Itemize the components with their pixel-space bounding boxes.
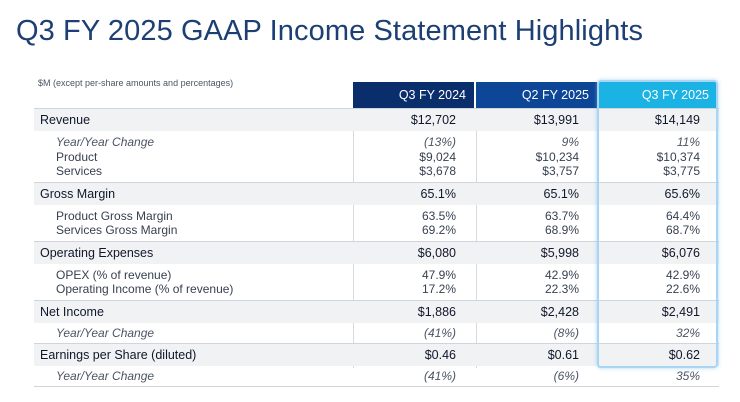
cell-value: 42.9% bbox=[544, 267, 579, 282]
cell-value: 22.3% bbox=[544, 282, 579, 296]
cell-value: (41%) bbox=[423, 325, 456, 340]
cell-value: $2,428 bbox=[540, 304, 579, 319]
cell-value: $3,775 bbox=[663, 164, 700, 178]
row-label: OPEX (% of revenue) bbox=[56, 267, 172, 282]
cell-value: 42.9% bbox=[665, 267, 700, 282]
income-statement-table: $M (except per-share amounts and percent… bbox=[34, 78, 719, 387]
table-header: $M (except per-share amounts and percent… bbox=[34, 78, 719, 108]
cell-value: $1,886 bbox=[417, 304, 456, 319]
opex-section: Operating Expenses $6,080 $5,998 $6,076 … bbox=[34, 240, 719, 300]
eps-row: Earnings per Share (diluted) $0.46 $0.61… bbox=[34, 343, 719, 366]
net-income-row: Net Income $1,886 $2,428 $2,491 bbox=[34, 300, 719, 323]
revenue-row: Revenue $12,702 $13,991 $14,149 bbox=[34, 109, 719, 131]
cell-value: $6,080 bbox=[417, 245, 456, 260]
row-label: Year/Year Change bbox=[56, 368, 155, 383]
column-header-q3-fy2025: Q3 FY 2025 bbox=[599, 82, 717, 108]
cell-value: 65.1% bbox=[543, 186, 579, 201]
cell-value: $13,991 bbox=[533, 113, 579, 127]
cell-value: 68.9% bbox=[544, 223, 579, 237]
page-title: Q3 FY 2025 GAAP Income Statement Highlig… bbox=[16, 15, 644, 47]
cell-value: $2,491 bbox=[661, 304, 700, 319]
column-header-q3-fy2024: Q3 FY 2024 bbox=[353, 82, 474, 108]
cell-value: 32% bbox=[675, 325, 700, 340]
cell-value: $14,149 bbox=[654, 113, 700, 127]
cell-value: 69.2% bbox=[421, 223, 456, 237]
row-label: Services bbox=[56, 164, 103, 178]
cell-value: 64.4% bbox=[665, 208, 700, 223]
cell-value: $0.46 bbox=[424, 347, 456, 362]
cell-value: 65.1% bbox=[420, 186, 456, 201]
cell-value: $0.61 bbox=[547, 347, 579, 362]
row-label: Services Gross Margin bbox=[56, 223, 178, 237]
row-label: Net Income bbox=[40, 304, 104, 319]
cell-value: 35% bbox=[675, 368, 700, 383]
row-label: Product Gross Margin bbox=[56, 208, 173, 223]
services-revenue-row: Services $3,678 $3,757 $3,775 bbox=[34, 164, 719, 179]
column-divider bbox=[353, 108, 354, 368]
revenue-yoy-row: Year/Year Change (13%) 9% 11% bbox=[34, 135, 719, 150]
cell-value: 11% bbox=[676, 135, 700, 149]
net-income-yoy-row: Year/Year Change (41%) (8%) 32% bbox=[34, 323, 719, 343]
operating-income-row: Operating Income (% of revenue) 17.2% 22… bbox=[34, 282, 719, 297]
cell-value: (13%) bbox=[423, 135, 456, 149]
row-label: Year/Year Change bbox=[56, 135, 155, 149]
row-label: Earnings per Share (diluted) bbox=[40, 347, 197, 362]
revenue-section: Revenue $12,702 $13,991 $14,149 Year/Yea… bbox=[34, 108, 719, 182]
cell-value: 63.7% bbox=[544, 208, 579, 223]
gross-margin-section: Gross Margin 65.1% 65.1% 65.6% Product G… bbox=[34, 181, 719, 241]
cell-value: (8%) bbox=[553, 325, 579, 340]
product-gross-margin-row: Product Gross Margin 63.5% 63.7% 64.4% bbox=[34, 209, 719, 224]
gross-margin-row: Gross Margin 65.1% 65.1% 65.6% bbox=[34, 182, 719, 205]
column-header-q2-fy2025: Q2 FY 2025 bbox=[476, 82, 597, 108]
row-label: Operating Income (% of revenue) bbox=[56, 282, 234, 296]
cell-value: (41%) bbox=[423, 368, 456, 383]
cell-value: $3,678 bbox=[419, 164, 456, 178]
row-label: Year/Year Change bbox=[56, 325, 155, 340]
units-note: $M (except per-share amounts and percent… bbox=[38, 78, 234, 88]
cell-value: $0.62 bbox=[668, 347, 700, 362]
row-label: Revenue bbox=[40, 113, 91, 127]
cell-value: $10,234 bbox=[535, 149, 579, 164]
product-revenue-row: Product $9,024 $10,234 $10,374 bbox=[34, 150, 719, 165]
cell-value: 63.5% bbox=[421, 208, 456, 223]
cell-value: $3,757 bbox=[542, 164, 579, 178]
eps-yoy-row: Year/Year Change (41%) (6%) 35% bbox=[34, 366, 719, 386]
cell-value: $12,702 bbox=[410, 113, 456, 127]
cell-value: 22.6% bbox=[665, 282, 700, 296]
cell-value: $10,374 bbox=[656, 149, 700, 164]
cell-value: $6,076 bbox=[661, 245, 700, 260]
cell-value: 68.7% bbox=[665, 223, 700, 237]
services-gross-margin-row: Services Gross Margin 69.2% 68.9% 68.7% bbox=[34, 223, 719, 238]
net-income-section: Net Income $1,886 $2,428 $2,491 Year/Yea… bbox=[34, 299, 719, 343]
opex-pct-row: OPEX (% of revenue) 47.9% 42.9% 42.9% bbox=[34, 268, 719, 283]
cell-value: 47.9% bbox=[421, 267, 456, 282]
opex-row: Operating Expenses $6,080 $5,998 $6,076 bbox=[34, 241, 719, 264]
cell-value: $5,998 bbox=[540, 245, 579, 260]
row-label: Operating Expenses bbox=[40, 245, 154, 260]
cell-value: (6%) bbox=[553, 368, 579, 383]
row-label: Gross Margin bbox=[40, 186, 116, 201]
cell-value: 9% bbox=[561, 135, 579, 149]
column-divider bbox=[476, 108, 477, 368]
cell-value: 17.2% bbox=[421, 282, 456, 296]
eps-section: Earnings per Share (diluted) $0.46 $0.61… bbox=[34, 342, 719, 386]
row-label: Product bbox=[56, 149, 98, 164]
cell-value: $9,024 bbox=[419, 149, 456, 164]
cell-value: 65.6% bbox=[664, 186, 700, 201]
